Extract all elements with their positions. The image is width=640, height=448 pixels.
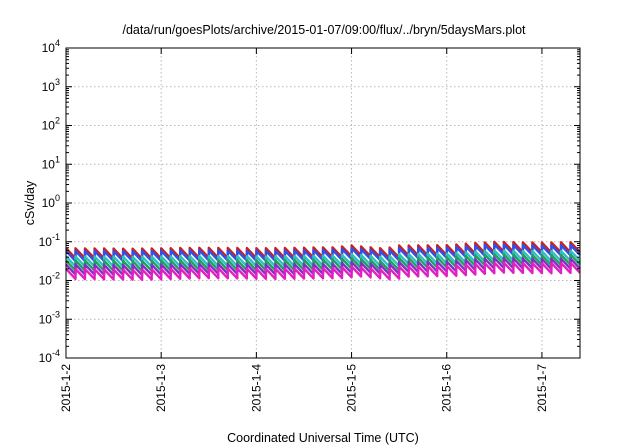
x-tick-label: 2015-1-6	[440, 364, 454, 412]
series-group	[65, 240, 581, 281]
x-axis: 2015-1-2 2015-1-3 2015-1-4 2015-1-5 2015-1-6…	[59, 48, 549, 412]
x-axis-label: Coordinated Universal Time (UTC)	[227, 431, 419, 445]
y-tick-label: 10-1	[39, 232, 60, 249]
y-axis: 10-4 10-3 10-2 10-1 100 101 102 103 104	[39, 38, 580, 365]
y-tick-label: 104	[42, 38, 60, 55]
grid	[66, 48, 580, 358]
x-tick-label: 2015-1-5	[345, 364, 359, 412]
y-tick-label: 10-2	[39, 271, 60, 288]
y-tick-label: 10-4	[39, 348, 60, 365]
y-tick-label: 101	[42, 154, 60, 171]
y-tick-label: 100	[42, 193, 60, 210]
chart-title: /data/run/goesPlots/archive/2015-01-07/0…	[122, 23, 526, 37]
y-tick-label: 102	[42, 116, 60, 133]
y-tick-label: 103	[42, 77, 60, 94]
x-tick-label: 2015-1-2	[59, 364, 73, 412]
x-tick-label: 2015-1-7	[535, 364, 549, 412]
y-tick-label: 10-3	[39, 309, 60, 326]
x-tick-label: 2015-1-3	[154, 364, 168, 412]
y-axis-label: cSv/day	[23, 180, 37, 225]
series-line	[65, 261, 581, 281]
x-tick-label: 2015-1-4	[249, 364, 263, 412]
